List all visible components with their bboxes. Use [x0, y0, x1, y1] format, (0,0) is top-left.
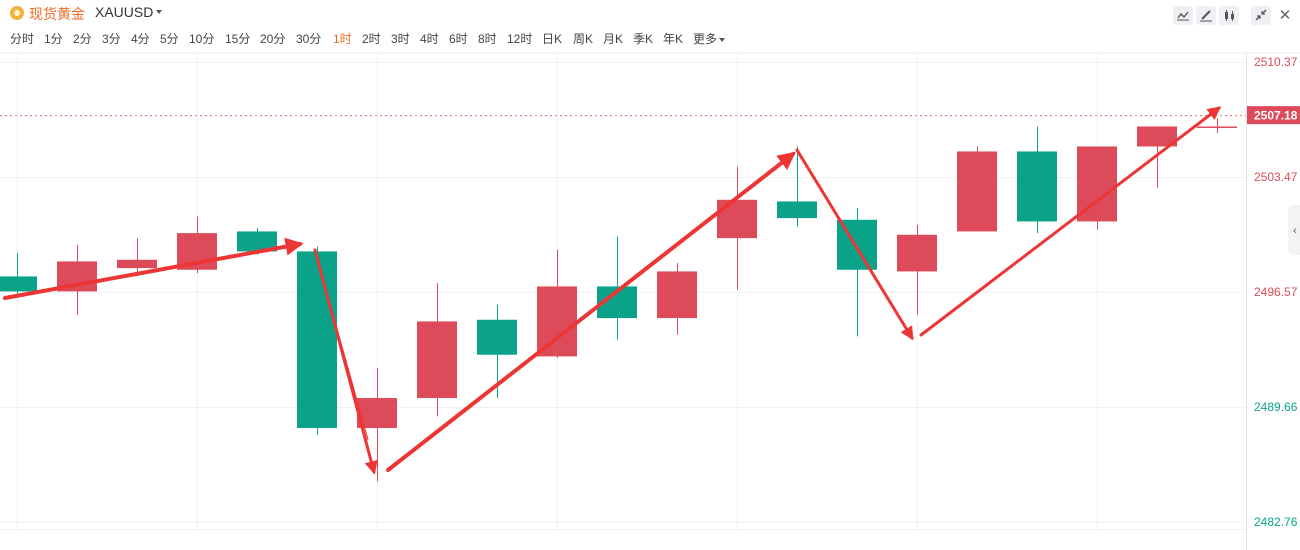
annotation-arrow — [386, 151, 796, 472]
collapse-icon[interactable] — [1251, 6, 1271, 25]
annotation-arrow — [919, 106, 1222, 337]
interval-tab[interactable]: 周K — [573, 32, 594, 46]
interval-tab[interactable]: 12时 — [507, 32, 533, 46]
candle-body — [477, 319, 517, 355]
candle-body — [0, 276, 37, 292]
interval-tab[interactable]: 5分 — [160, 32, 179, 46]
candle-body — [417, 321, 457, 399]
side-panel-chevron-left-icon[interactable]: ‹ — [1288, 205, 1300, 255]
interval-tab[interactable]: 1分 — [44, 32, 63, 46]
interval-tab[interactable]: 6时 — [449, 32, 468, 46]
candle-body — [717, 199, 757, 239]
interval-tab[interactable]: 10分 — [189, 32, 215, 46]
more-chevron-down-icon[interactable] — [719, 37, 726, 42]
gold-coin-icon — [10, 6, 24, 20]
annotation-line — [314, 249, 369, 441]
interval-tab[interactable]: 4时 — [420, 32, 439, 46]
interval-tab[interactable]: 季K — [633, 32, 654, 46]
interval-tab[interactable]: 更多 — [693, 30, 726, 47]
interval-tab[interactable]: 日K — [542, 32, 563, 46]
y-tick-label: 2496.57 — [1254, 285, 1298, 299]
candle-body — [237, 231, 277, 252]
interval-tab[interactable]: 4分 — [131, 32, 150, 46]
interval-tab[interactable]: 15分 — [225, 32, 251, 46]
interval-tab[interactable]: 2时 — [362, 32, 381, 46]
candle-body — [777, 201, 817, 219]
y-tick-label: 2503.47 — [1254, 170, 1298, 184]
candle-body — [1137, 126, 1177, 147]
candle-body — [537, 286, 577, 357]
instrument-title[interactable]: 现货黄金 — [29, 6, 85, 22]
interval-tab[interactable]: 月K — [603, 32, 624, 46]
instrument-symbol[interactable]: XAUUSD — [95, 4, 154, 20]
candlestick-icon[interactable] — [1219, 6, 1239, 25]
interval-tab[interactable]: 3时 — [391, 32, 410, 46]
candle-body — [657, 271, 697, 319]
interval-tab[interactable]: 3分 — [102, 32, 121, 46]
interval-tab[interactable]: 2分 — [73, 32, 92, 46]
annotation-arrow — [3, 237, 304, 300]
y-tick-label: 2482.76 — [1254, 515, 1298, 529]
interval-tab[interactable]: 20分 — [260, 32, 286, 46]
interval-tab[interactable]: 年K — [663, 32, 684, 46]
draw-icon[interactable] — [1196, 6, 1216, 25]
candle-body — [1017, 151, 1057, 222]
current-price-label: 2507.18 — [1254, 109, 1298, 123]
interval-tab[interactable]: 分时 — [10, 32, 35, 46]
current-price-badge — [1247, 106, 1300, 125]
chart-header: 现货黄金 XAUUSD ✕ — [0, 0, 1300, 26]
y-tick-label: 2489.66 — [1254, 400, 1298, 414]
interval-tab[interactable]: 30分 — [296, 32, 322, 46]
candle-body — [957, 151, 997, 232]
y-tick-label: 2510.37 — [1254, 55, 1298, 69]
annotation-line — [796, 149, 881, 286]
symbol-dropdown-chevron-down-icon[interactable] — [156, 10, 162, 14]
candle-body — [1077, 146, 1117, 222]
candle-body — [117, 259, 157, 269]
line-chart-icon[interactable] — [1173, 6, 1193, 25]
candle-body — [897, 234, 937, 272]
interval-tab[interactable]: 1时 — [333, 32, 352, 46]
close-icon[interactable]: ✕ — [1278, 7, 1292, 24]
candle-body — [1197, 126, 1237, 128]
interval-tab[interactable]: 8时 — [478, 32, 497, 46]
candle-body — [297, 251, 337, 429]
